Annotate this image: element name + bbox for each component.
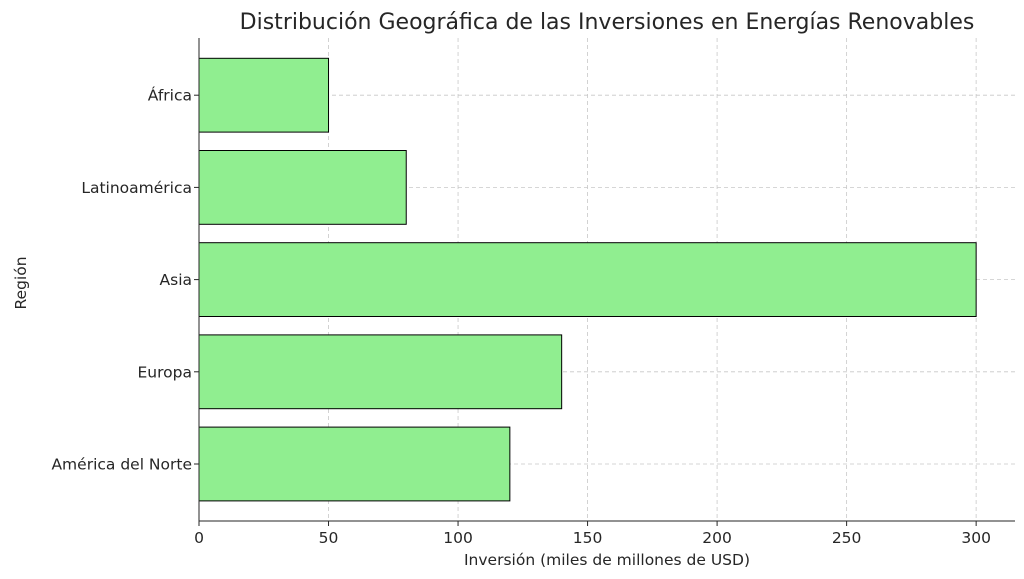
bar-4 (198, 57, 330, 133)
y-axis-ticks: América del Norte Europa Asia Latinoamérica… (51, 86, 199, 474)
y-tick-label: Europa (138, 363, 192, 381)
y-tick-label: América del Norte (51, 456, 192, 474)
x-tick-label: 50 (319, 529, 339, 547)
x-tick-label: 200 (702, 529, 732, 547)
x-tick-label: 300 (961, 529, 991, 547)
x-tick-label: 150 (573, 529, 603, 547)
bar-3 (198, 150, 407, 225)
x-tick-label: 250 (832, 529, 862, 547)
y-tick-label: Latinoamérica (81, 179, 192, 197)
bars (198, 57, 977, 502)
y-tick-label: Asia (160, 271, 192, 289)
x-tick-label: 100 (443, 529, 473, 547)
bar-2 (198, 242, 977, 317)
x-tick-label: 0 (194, 529, 204, 547)
chart-title: Distribución Geográfica de las Inversion… (240, 10, 975, 35)
x-axis-label: Inversión (miles de millones de USD) (464, 551, 750, 569)
x-axis-ticks: 0 50 100 150 200 250 300 (194, 521, 991, 547)
bar-1 (198, 334, 563, 410)
y-axis-label: Región (12, 256, 30, 309)
y-tick-label: África (148, 86, 192, 105)
bar-0 (198, 426, 511, 502)
